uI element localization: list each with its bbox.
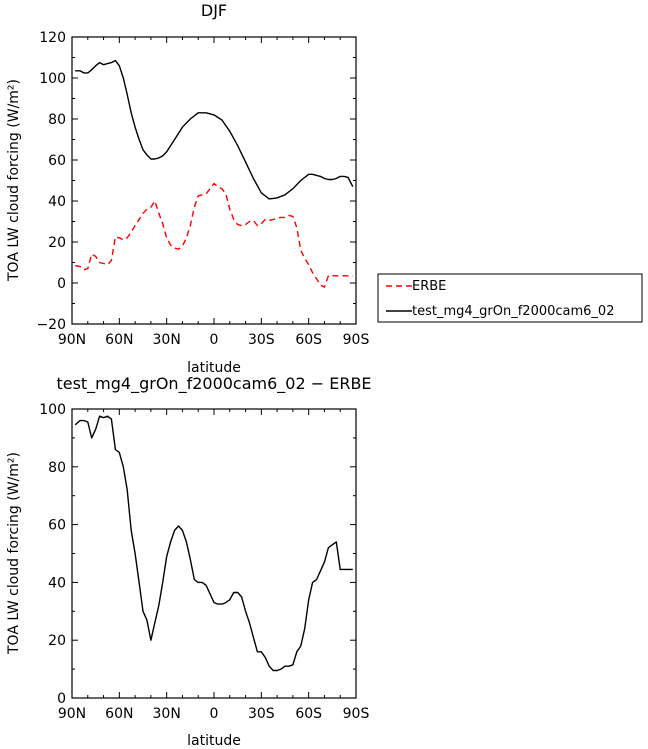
top-x-tick-label: 30N — [153, 332, 181, 348]
bottom-y-axis-label: TOA LW cloud forcing (W/m²) — [6, 452, 22, 655]
bottom-plot-frame — [71, 408, 357, 699]
top-y-axis: −20 0 20 40 60 80 100 120 — [36, 30, 356, 333]
bottom-x-axis-label: latitude — [187, 733, 241, 749]
legend-label-model: test_mg4_grOn_f2000cam6_02 — [412, 304, 614, 319]
bottom-series-line-0 — [74, 415, 353, 672]
bottom-x-tick-label: 60S — [295, 706, 322, 722]
bottom-y-tick-label: 80 — [48, 460, 66, 476]
bottom-x-tick-label: 30N — [153, 706, 181, 722]
bottom-series-group — [74, 415, 353, 672]
top-chart-title: DJF — [201, 1, 227, 20]
top-x-axis-label: latitude — [187, 360, 241, 376]
top-x-tick-label: 90N — [58, 332, 86, 348]
legend-label-erbe: ERBE — [412, 279, 446, 294]
top-series-group — [75, 59, 354, 288]
top-x-tick-label: 0 — [210, 332, 219, 348]
top-series-line-1 — [75, 59, 354, 200]
bottom-x-tick-label: 90S — [343, 706, 370, 722]
legend: ERBE test_mg4_grOn_f2000cam6_02 — [377, 273, 643, 323]
bottom-x-tick-label: 60N — [105, 706, 133, 722]
bottom-y-tick-label: 60 — [48, 518, 66, 534]
bottom-y-axis: 0 20 40 60 80 100 — [39, 402, 356, 707]
legend-box — [377, 273, 643, 323]
top-y-tick-label: −20 — [36, 317, 66, 333]
top-x-tick-label: 60N — [105, 332, 133, 348]
bottom-chart-title: test_mg4_grOn_f2000cam6_02 − ERBE — [56, 374, 371, 394]
bottom-chart-panel: test_mg4_grOn_f2000cam6_02 − ERBE 0 20 40 6… — [6, 374, 372, 749]
top-x-tick-label: 90S — [343, 332, 370, 348]
top-series-line-0 — [75, 182, 353, 288]
bottom-x-axis: 90N 60N 30N 0 30S 60S 90S — [58, 409, 370, 722]
bottom-y-tick-label: 40 — [48, 575, 66, 591]
top-x-tick-label: 60S — [295, 332, 322, 348]
top-plot-frame — [71, 36, 357, 325]
top-x-axis: 90N 60N 30N 0 30S 60S 90S — [58, 37, 370, 348]
top-x-tick-label: 30S — [248, 332, 275, 348]
top-y-tick-label: 40 — [48, 194, 66, 210]
bottom-x-tick-label: 0 — [210, 706, 219, 722]
bottom-x-tick-label: 90N — [58, 706, 86, 722]
bottom-y-tick-label: 0 — [57, 691, 66, 707]
top-y-tick-label: 80 — [48, 112, 66, 128]
bottom-y-tick-label: 20 — [48, 633, 66, 649]
top-y-tick-label: 120 — [39, 30, 66, 46]
bottom-y-tick-label: 100 — [39, 402, 66, 418]
top-y-tick-label: 20 — [48, 235, 66, 251]
top-y-tick-label: 100 — [39, 71, 66, 87]
top-y-axis-label: TOA LW cloud forcing (W/m²) — [6, 79, 22, 282]
top-y-tick-label: 0 — [57, 276, 66, 292]
top-y-tick-label: 60 — [48, 153, 66, 169]
bottom-x-tick-label: 30S — [248, 706, 275, 722]
